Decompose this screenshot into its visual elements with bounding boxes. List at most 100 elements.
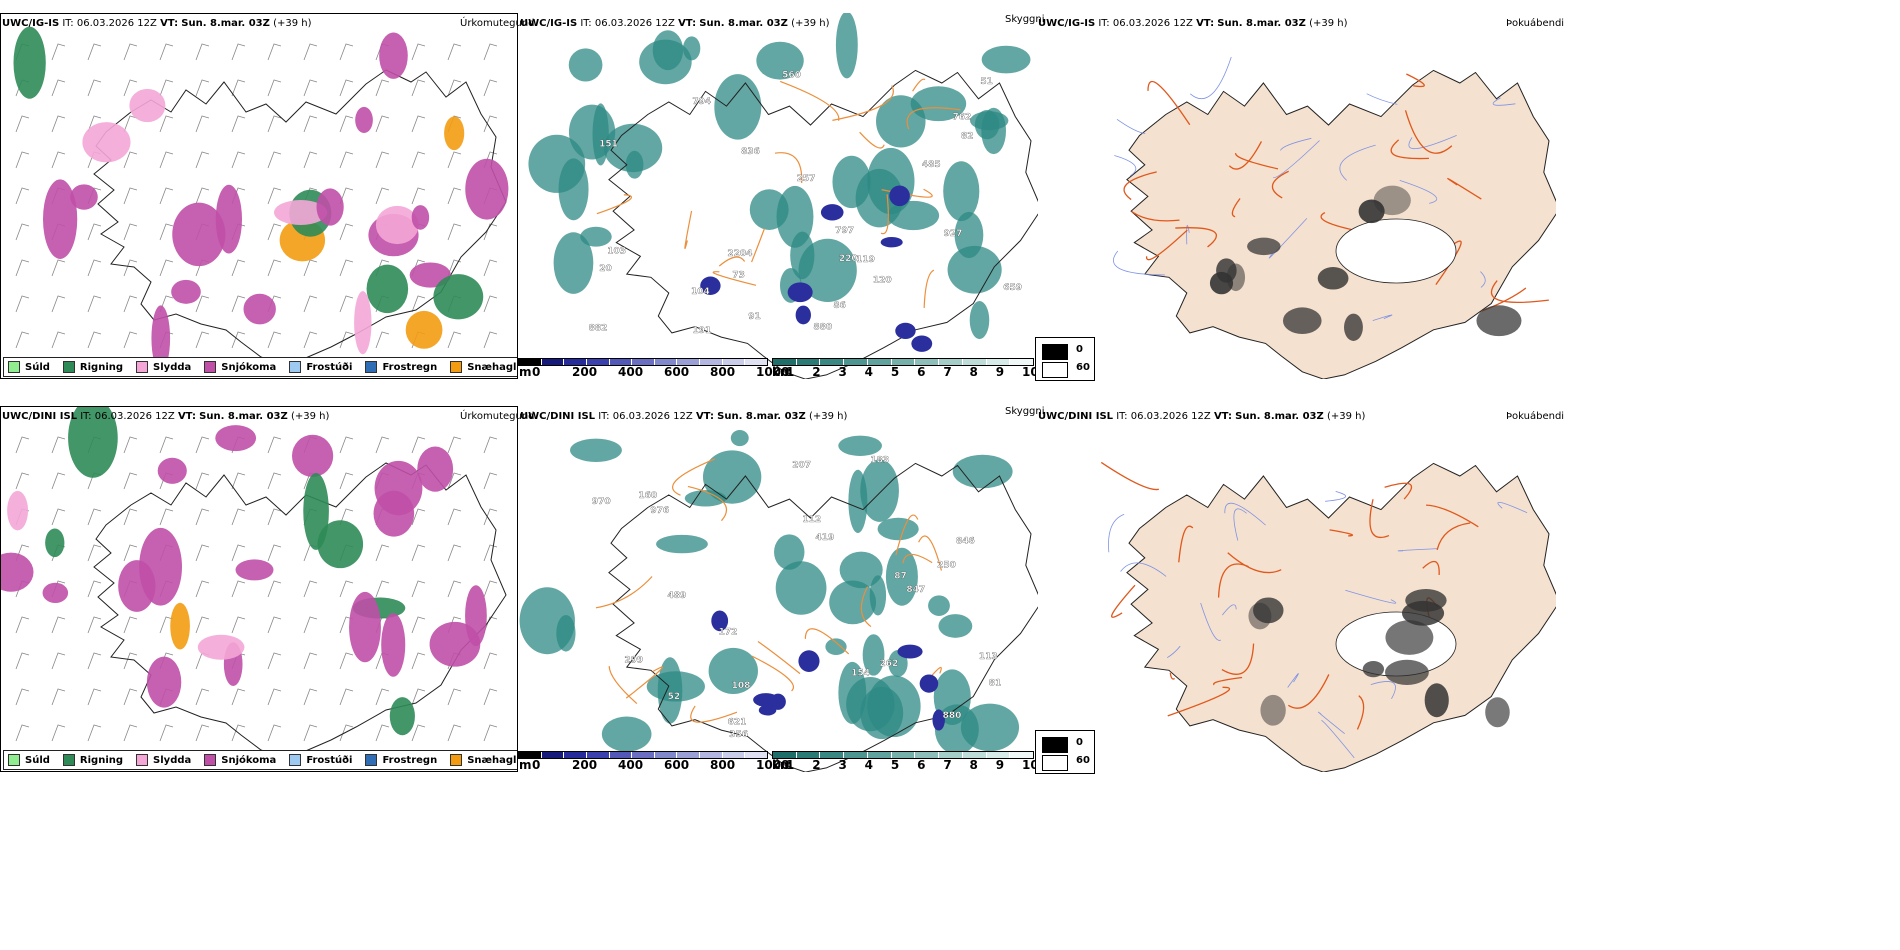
cloudbase-value-label: 112 (802, 515, 821, 525)
colorbar-tick-label: 2 (812, 758, 821, 772)
colorbar-segment (722, 752, 746, 758)
wind-barb (51, 652, 66, 670)
wind-barb (195, 43, 210, 61)
fog-map-bottom (1100, 461, 1556, 772)
legend-item: Rigning (62, 361, 123, 373)
wind-barb (267, 331, 282, 349)
low-visibility-area (568, 104, 616, 160)
cloudbase-unit-top: m (519, 365, 532, 379)
wind-barb (87, 544, 102, 562)
cloudbase-value-label: 880 (943, 711, 962, 721)
wind-barb (159, 187, 174, 205)
low-visibility-area (749, 189, 789, 230)
wind-barb (411, 616, 426, 634)
cloudbase-colorbar-bottom (518, 751, 768, 759)
wind-barb (15, 688, 30, 706)
wind-barb (267, 79, 282, 97)
low-visibility-area (928, 595, 950, 616)
wind-barb (195, 187, 210, 205)
wind-barb (159, 508, 174, 526)
wind-barb (411, 652, 426, 670)
low-visibility-area (652, 30, 684, 71)
colorbar-segment (632, 359, 655, 365)
low-visibility-area (829, 580, 877, 625)
wind-barb (123, 43, 138, 61)
river (1408, 135, 1457, 150)
colorbar-segment (722, 359, 746, 365)
wind-barb (231, 115, 246, 133)
legend-item: Súld (8, 754, 50, 766)
visibility-panel-top: 882 836 2204 794 762 485 220 86 191 91 927 20 51 659 5… (518, 13, 1038, 379)
wind-barb (483, 259, 498, 277)
low-visibility-area (885, 547, 918, 606)
low-visibility-area (601, 716, 652, 752)
road (1213, 676, 1243, 686)
colorbar-segment (773, 359, 797, 365)
precip-area (433, 274, 484, 320)
low-cloudbase-area (932, 709, 945, 731)
wind-barb (303, 115, 318, 133)
colorbar-segment (1010, 359, 1034, 365)
wind-barb (195, 508, 210, 526)
wind-barb (303, 688, 318, 706)
wind-barb (267, 43, 282, 61)
cloudbase-value-label: 797 (835, 226, 854, 236)
colorbar-tick-label: 600 (664, 758, 690, 772)
legend-label: Súld (25, 754, 50, 766)
fog-key-bottom: 0 60 (1035, 730, 1095, 774)
colorbar-tick-label: 400 (618, 365, 644, 379)
title-precip-bottom: Úrkomutegund (460, 411, 535, 422)
fog-panel-top (1036, 13, 1556, 379)
cloudbase-value-label: 20 (599, 264, 612, 274)
low-cloudbase-area (897, 644, 923, 659)
fog-area (1358, 199, 1385, 224)
cloudbase-value-label: 119 (856, 255, 875, 265)
colorbar-tick-label: 1000 (756, 758, 790, 772)
precip-area (118, 560, 156, 612)
road (859, 131, 885, 149)
river (1345, 589, 1397, 604)
colorbar-segment (891, 752, 916, 758)
title-visibility-bottom: Skyggni (1005, 406, 1045, 417)
wind-barb (411, 436, 426, 454)
legend-swatch (62, 754, 75, 766)
precip-area (13, 26, 46, 99)
low-visibility-area (657, 657, 683, 724)
wind-barb (447, 331, 462, 349)
colorbar-tick-label: 800 (710, 758, 736, 772)
legend-item: Frostregn (365, 754, 437, 766)
wind-barb (195, 436, 210, 454)
coastline (608, 462, 1038, 772)
wind-barb (123, 544, 138, 562)
colorbar-segment (654, 359, 678, 365)
legend-label: Frostregn (382, 754, 438, 766)
low-visibility-area (952, 454, 1013, 489)
visibility-panel-bottom: 172 846 108 250 419 489 160 299 262 112 880 52 356 97… (518, 406, 1038, 772)
low-visibility-area (774, 534, 805, 570)
legend-swatch (136, 754, 149, 766)
legend-swatch (450, 361, 463, 373)
road (1436, 522, 1471, 551)
wind-barb (411, 508, 426, 526)
wind-barb (483, 331, 498, 349)
wind-barb (15, 724, 30, 742)
road (1221, 643, 1255, 675)
wind-barb (483, 508, 498, 526)
precip-area (170, 602, 190, 650)
wind-barb (267, 580, 282, 598)
legend-swatch (204, 754, 217, 766)
wind-barb (303, 79, 318, 97)
wind-barb (231, 151, 246, 169)
wind-barb (195, 544, 210, 562)
wind-barb (87, 43, 102, 61)
low-visibility-area (877, 517, 919, 541)
road (1329, 529, 1353, 537)
wind-barb (447, 223, 462, 241)
wind-barb (15, 223, 30, 241)
low-visibility-area (862, 634, 885, 676)
river (1317, 711, 1345, 735)
precip-area (82, 122, 131, 163)
wind-barb (15, 331, 30, 349)
wind-barb (123, 688, 138, 706)
wind-barb (195, 688, 210, 706)
